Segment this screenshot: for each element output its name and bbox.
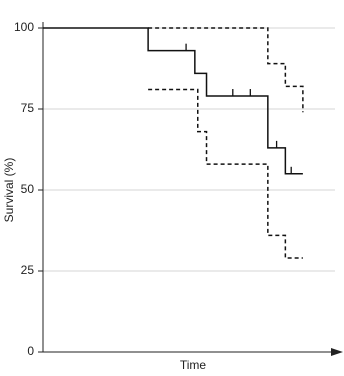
survival-line <box>148 27 304 113</box>
y-tick-label: 100 <box>14 20 34 34</box>
survival-line <box>43 27 303 175</box>
x-axis-arrow <box>331 348 343 356</box>
y-tick-label: 0 <box>27 344 34 358</box>
y-tick-label: 75 <box>21 101 35 115</box>
y-tick-label: 50 <box>21 182 35 196</box>
survival-line <box>148 88 303 259</box>
y-tick-label: 25 <box>21 263 35 277</box>
x-axis-label: Time <box>180 358 207 372</box>
y-axis-label: Survival (%) <box>2 158 16 223</box>
